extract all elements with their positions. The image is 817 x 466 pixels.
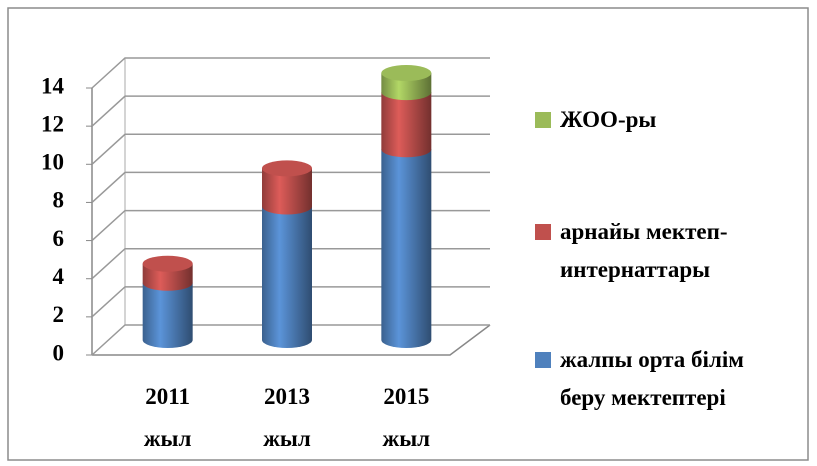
grid-line [91, 286, 490, 318]
grid-line [91, 247, 490, 280]
legend-swatch [535, 224, 551, 240]
y-tick-label: 6 [53, 226, 65, 251]
cylinder-segment [381, 149, 432, 348]
frame [7, 7, 809, 461]
floor-edge [92, 324, 491, 356]
y-tick-label: 0 [53, 340, 65, 365]
cylinder-cap [142, 255, 193, 272]
grid-line [91, 171, 490, 203]
x-tick-label: 2013 жыл [263, 384, 311, 451]
x-tick-label: 2011 жыл [143, 384, 192, 451]
legend-label: ЖОО-ры [560, 107, 657, 132]
grid-line [91, 133, 490, 165]
y-tick-label: 14 [41, 73, 65, 98]
cylinder-segment [262, 168, 312, 215]
legend-swatch [535, 352, 551, 368]
x-tick-label: 2015 жыл [382, 384, 431, 451]
grid-line [91, 209, 490, 242]
cylinder-cap [262, 160, 312, 177]
legend-label: арнайы мектеп-интернаттары [560, 219, 728, 282]
grid-line [91, 57, 490, 89]
y-tick-label: 8 [53, 188, 65, 213]
legend-swatch [535, 112, 551, 128]
grid-line [91, 324, 490, 356]
y-tick-label: 10 [41, 150, 64, 175]
cylinder-segment [262, 206, 312, 348]
y-tick-label: 2 [53, 302, 65, 327]
y-tick-label: 12 [41, 111, 64, 136]
cylinder-segment [381, 92, 432, 158]
y-tick-label: 4 [53, 264, 65, 289]
grid-line [91, 95, 490, 127]
cylinder-segment [142, 282, 193, 348]
legend-label: жалпы орта білім беру мектептері [560, 347, 744, 410]
cylinder-cap [381, 65, 432, 81]
